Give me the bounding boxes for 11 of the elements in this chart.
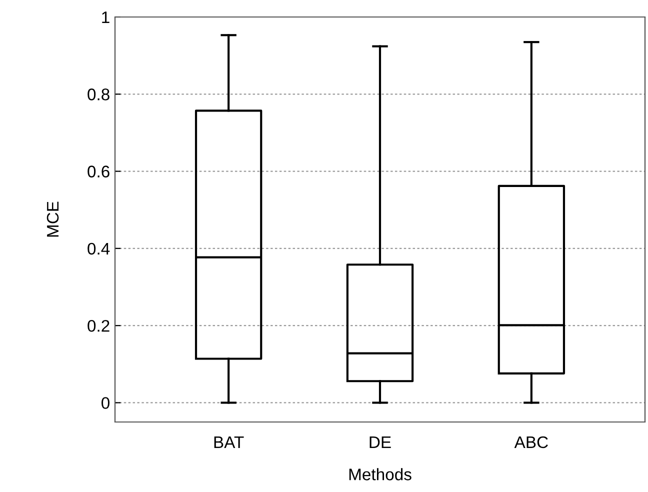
- y-tick-label: 0.4: [88, 242, 110, 255]
- y-tick-label: 0.2: [88, 320, 110, 332]
- x-tick-label: ABC: [514, 436, 548, 448]
- y-tick-label: 1: [102, 12, 110, 24]
- y-tick-label: 0.6: [88, 166, 110, 178]
- x-tick-label: BAT: [214, 436, 244, 448]
- y-tick-label: 0.8: [88, 88, 110, 100]
- y-tick-label: 0: [102, 397, 110, 409]
- y-axis-title: MCE: [46, 202, 59, 237]
- x-axis-title: Methods: [349, 468, 412, 480]
- x-tick-label: DE: [370, 436, 391, 448]
